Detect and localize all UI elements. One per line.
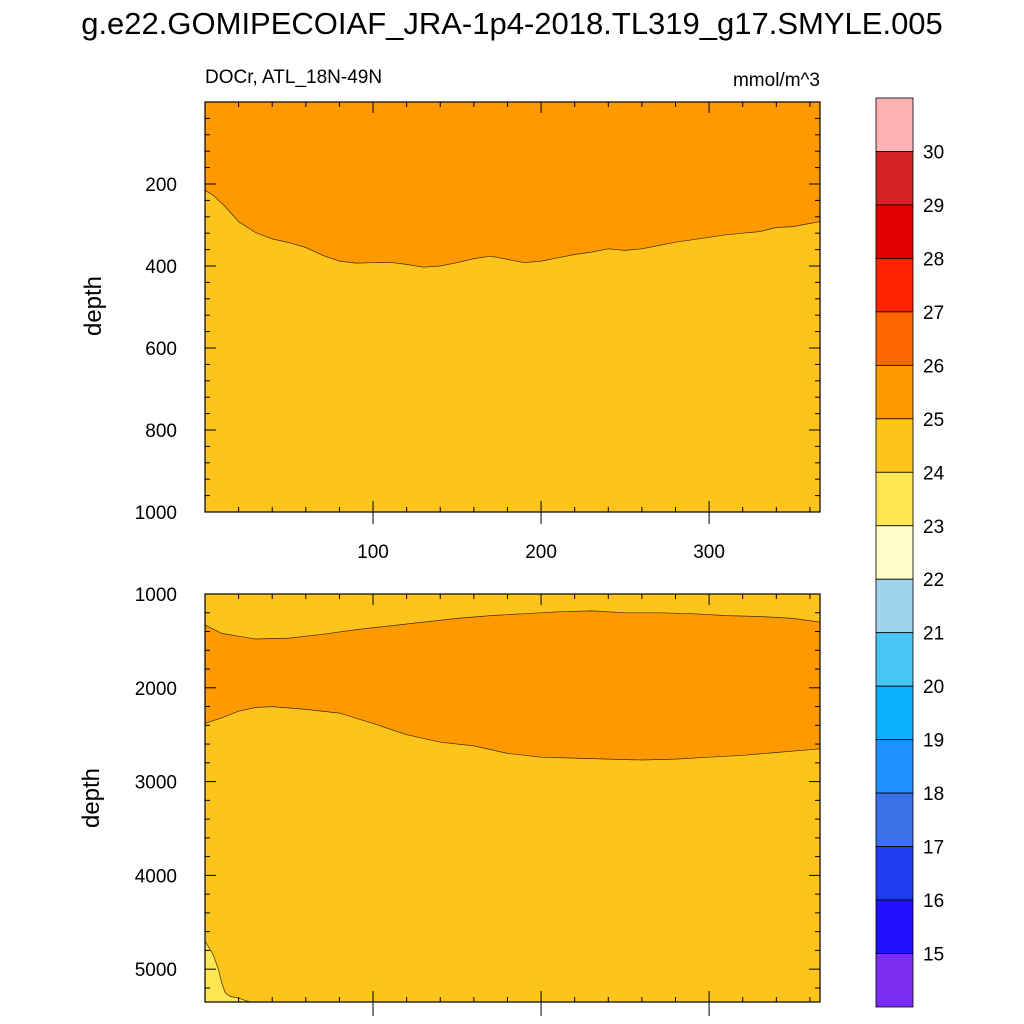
- colorbar-swatch: [875, 258, 914, 313]
- lower-contour-region-1: [205, 940, 251, 1002]
- colorbar-swatch: [875, 311, 914, 366]
- colorbar-label: 20: [923, 677, 944, 698]
- colorbar-swatch: [875, 739, 914, 794]
- upper-ytick-label: 200: [145, 175, 177, 196]
- lower-panel: 1000 2000 3000 4000 5000: [135, 585, 821, 1016]
- upper-contour-region-0: [205, 102, 820, 268]
- colorbar-swatch: [875, 792, 914, 847]
- colorbar-swatch: [875, 364, 914, 420]
- upper-frame: [204, 101, 821, 513]
- upper-ytick-label: 400: [145, 257, 177, 278]
- colorbar-swatch: [875, 151, 914, 206]
- upper-panel: 200 400 600 800 1000 100 200 300: [135, 101, 821, 563]
- colorbar-label: 24: [923, 463, 945, 484]
- upper-ytick-label: 600: [145, 339, 177, 360]
- upper-xtick-label: 100: [357, 542, 389, 563]
- colorbar-label: 26: [923, 356, 944, 377]
- colorbar-swatch: [875, 899, 914, 954]
- colorbar-label: 25: [923, 410, 944, 431]
- colorbar-label: 21: [923, 624, 944, 645]
- panel-subtitle-right: mmol/m^3: [733, 70, 820, 91]
- colorbar-label: 22: [923, 570, 944, 591]
- colorbar-label: 29: [923, 196, 944, 217]
- lower-frame: [204, 593, 821, 1003]
- upper-ytick-label: 1000: [135, 503, 177, 524]
- colorbar-label: 18: [923, 784, 944, 805]
- colorbar-label: 16: [923, 891, 944, 912]
- colorbar-swatch: [875, 953, 914, 1008]
- upper-xtick-label: 200: [525, 542, 557, 563]
- colorbar-swatch: [875, 632, 914, 687]
- chart-title: g.e22.GOMIPECOIAF_JRA-1p4-2018.TL319_g17…: [81, 6, 943, 41]
- lower-ytick-label: 5000: [135, 960, 177, 981]
- colorbar-swatch: [875, 418, 914, 473]
- upper-ytick-label: 800: [145, 421, 177, 442]
- colorbar-label: 28: [923, 249, 944, 270]
- lower-ytick-label: 3000: [135, 773, 177, 794]
- colorbar: 30 29 28 27 26 25 24 23 22 21 20 19 18 17 16 15: [875, 97, 945, 1008]
- colorbar-label: 19: [923, 731, 944, 752]
- colorbar-swatch: [875, 846, 914, 901]
- colorbar-swatch: [875, 471, 914, 527]
- colorbar-swatch: [875, 97, 914, 152]
- colorbar-label: 17: [923, 838, 944, 859]
- lower-contour-region-0: [205, 610, 820, 761]
- colorbar-swatch: [875, 204, 914, 259]
- lower-ytick-label: 4000: [135, 866, 177, 887]
- lower-ytick-label: 1000: [135, 585, 177, 606]
- upper-ylabel: depth: [80, 276, 107, 336]
- lower-ytick-label: 2000: [135, 679, 177, 700]
- colorbar-label: 30: [923, 142, 944, 163]
- panel-subtitle-left: DOCr, ATL_18N-49N: [205, 67, 382, 88]
- colorbar-swatch: [875, 685, 914, 741]
- colorbar-label: 15: [923, 945, 944, 966]
- colorbar-swatch: [875, 525, 914, 580]
- lower-ylabel: depth: [78, 768, 105, 828]
- colorbar-swatch: [875, 578, 914, 634]
- colorbar-label: 27: [923, 303, 944, 324]
- upper-xtick-label: 300: [693, 542, 725, 563]
- colorbar-label: 23: [923, 517, 944, 538]
